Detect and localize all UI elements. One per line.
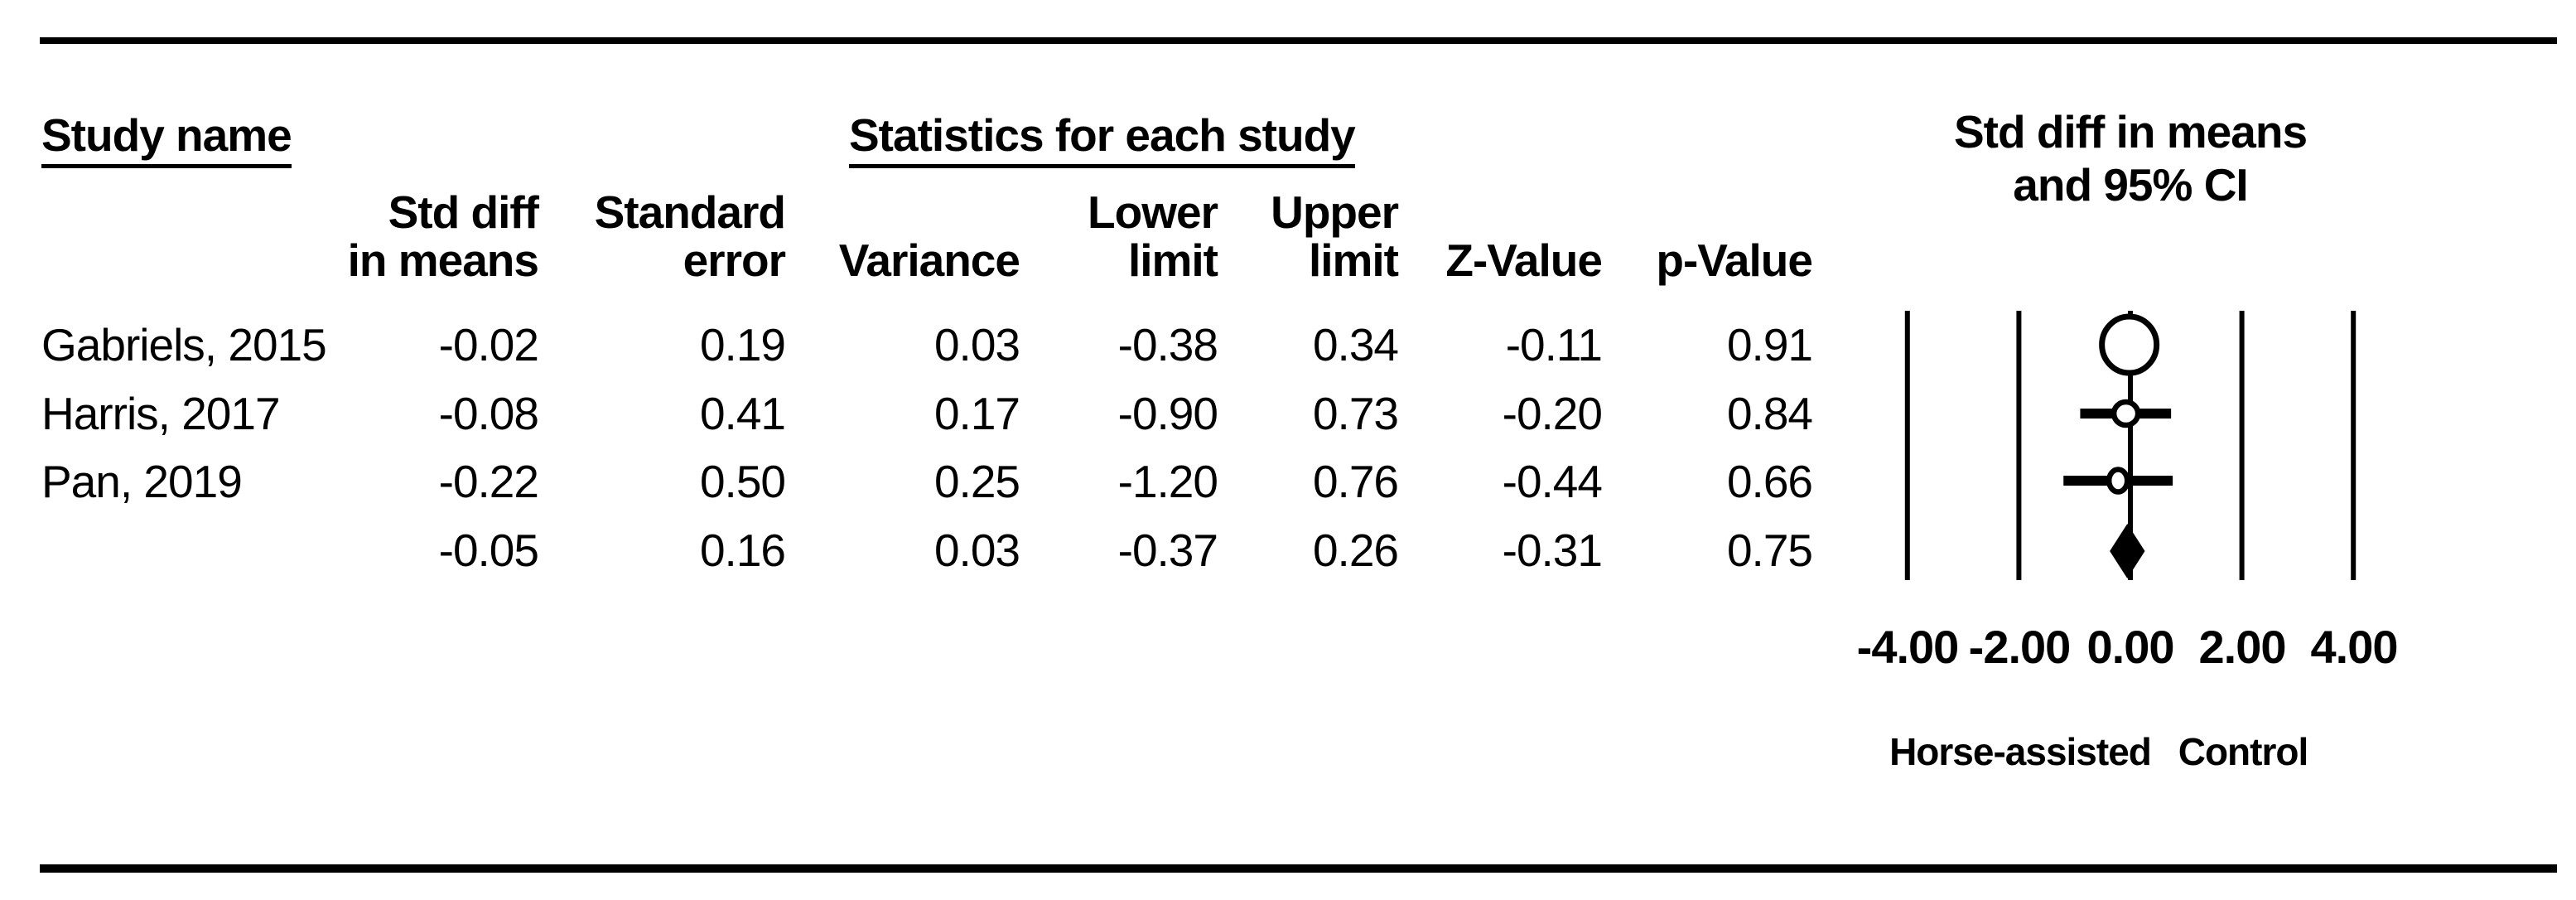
standard-error-cell: 0.41 [699,388,786,439]
variance-cell: 0.03 [933,319,1020,370]
column-header-line: in means [347,235,539,286]
variance-cell: 0.03 [933,525,1020,576]
std-diff-cell: -0.22 [438,456,539,507]
axis-tick-label: 0.00 [2086,621,2175,673]
standard-error-cell: 0.19 [699,319,786,370]
lower-limit-cell: -0.90 [1117,388,1218,439]
column-header-line: limit [1308,235,1399,286]
axis-tick-label: -4.00 [1856,621,1960,673]
column-header-variance: Variance [838,235,1020,286]
summary-row: -0.05 0.16 0.03 -0.37 0.26 -0.31 0.75 [0,526,2576,576]
column-header-std-diff-in-means: Std diff in means [347,186,539,286]
standard-error-cell: 0.50 [699,456,786,507]
bottom-border-rule [40,864,2557,873]
z-value-cell: -0.31 [1502,525,1603,576]
plot-title-line1: Std diff in means [1953,106,2308,157]
summary-diamond-marker [2110,524,2145,578]
favours-left-label: Horse-assisted [1889,730,2152,773]
variance-cell: 0.25 [933,456,1020,507]
study-name-cell: Pan, 2019 [41,456,243,507]
study-name-cell: Harris, 2017 [41,388,281,439]
z-value-cell: -0.20 [1502,388,1603,439]
column-header-z-value: Z-Value [1445,235,1603,286]
axis-tick-label: 2.00 [2198,621,2287,673]
favours-right-label: Control [2178,730,2309,773]
plot-title-line2: and 95% CI [2013,159,2248,210]
column-header-line: Standard [594,186,786,238]
p-value-cell: 0.91 [1726,319,1813,370]
p-value-cell: 0.66 [1726,456,1813,507]
study-name-header: Study name [41,111,292,168]
lower-limit-cell: -0.37 [1117,525,1218,576]
column-header-line: Std diff [388,186,539,238]
standard-error-cell: 0.16 [699,525,786,576]
top-border-rule [40,37,2557,44]
column-header-line: Upper [1271,186,1399,238]
z-value-cell: -0.44 [1502,456,1603,507]
column-header-line: Lower [1088,186,1218,238]
column-header-line: limit [1127,235,1218,286]
upper-limit-cell: 0.34 [1312,319,1399,370]
column-header-standard-error: Standard error [594,186,786,286]
upper-limit-cell: 0.26 [1312,525,1399,576]
study-name-cell: Gabriels, 2015 [41,319,327,370]
column-header-upper-limit: Upper limit [1271,186,1399,286]
table-row: Gabriels, 2015 -0.02 0.19 0.03 -0.38 0.3… [0,321,2576,370]
std-diff-cell: -0.08 [438,388,539,439]
study-point-marker [2099,313,2160,376]
std-diff-cell: -0.02 [438,319,539,370]
p-value-cell: 0.84 [1726,388,1813,439]
z-value-cell: -0.11 [1505,319,1603,370]
column-header-line: error [683,235,786,286]
table-row: Pan, 2019 -0.22 0.50 0.25 -1.20 0.76 -0.… [0,457,2576,507]
forest-plot-graphic [1904,311,2357,580]
axis-tick-label: 4.00 [2310,621,2399,673]
statistics-header: Statistics for each study [849,111,1356,168]
axis-tick-label: -2.00 [1968,621,2072,673]
column-header-p-value: p-Value [1656,235,1813,286]
variance-cell: 0.17 [933,388,1020,439]
p-value-cell: 0.75 [1726,525,1813,576]
lower-limit-cell: -1.20 [1117,456,1218,507]
upper-limit-cell: 0.73 [1312,388,1399,439]
upper-limit-cell: 0.76 [1312,456,1399,507]
study-point-marker [2106,467,2130,495]
lower-limit-cell: -0.38 [1117,319,1218,370]
study-point-marker [2110,399,2141,428]
table-row: Harris, 2017 -0.08 0.41 0.17 -0.90 0.73 … [0,390,2576,439]
std-diff-cell: -0.05 [438,525,539,576]
column-header-lower-limit: Lower limit [1088,188,1218,284]
